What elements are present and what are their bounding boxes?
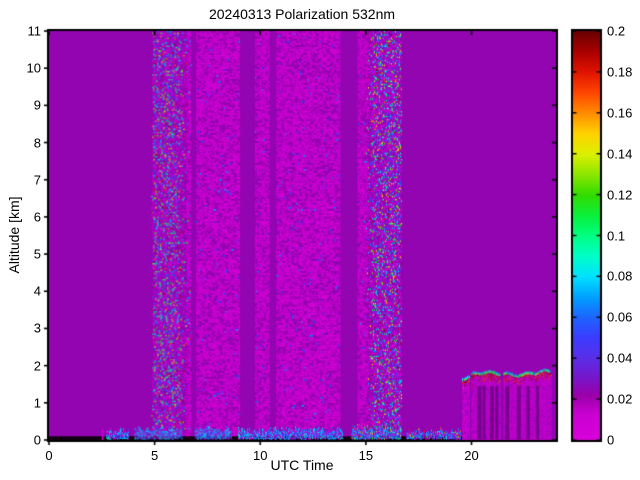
x-tick-label: 0: [45, 448, 53, 463]
colorbar-tick-label: 0.02: [607, 391, 633, 407]
x-tick-label: 20: [464, 448, 479, 463]
x-tick-label: 10: [253, 448, 268, 463]
colorbar-tick-label: 0.18: [607, 64, 633, 80]
y-tick-label: 3: [33, 320, 41, 336]
y-tick-label: 10: [26, 60, 41, 76]
colorbar-tick-label: 0.2: [607, 23, 626, 39]
colorbar-tick-label: 0.1: [607, 228, 626, 243]
colorbar-tick-label: 0.16: [607, 105, 633, 121]
chart-title: 20240313 Polarization 532nm: [208, 6, 396, 22]
y-tick-label: 7: [33, 172, 41, 188]
y-tick-label: 6: [33, 209, 41, 225]
y-tick-label: 8: [33, 135, 41, 151]
x-axis-label: UTC Time: [270, 457, 334, 473]
colorbar-tick-label: 0.06: [607, 309, 633, 325]
colorbar-tick-label: 0.04: [607, 350, 633, 366]
colorbar-tick-label: 0.14: [607, 146, 633, 162]
colorbar-tick-label: 0.08: [607, 268, 633, 284]
y-tick-label: 5: [33, 246, 41, 262]
y-tick-label: 4: [33, 283, 41, 299]
y-tick-label: 11: [27, 23, 42, 39]
x-tick-label: 15: [358, 448, 374, 463]
y-axis-label: Altitude [km]: [6, 196, 22, 274]
y-tick-label: 2: [33, 358, 41, 374]
y-tick-label: 0: [33, 432, 41, 448]
y-tick-label: 1: [33, 395, 41, 411]
colorbar-tick-label: 0.12: [607, 187, 633, 203]
colorbar-tick-label: 0: [607, 432, 615, 448]
x-tick-label: 5: [151, 448, 159, 463]
y-tick-label: 9: [33, 97, 41, 113]
